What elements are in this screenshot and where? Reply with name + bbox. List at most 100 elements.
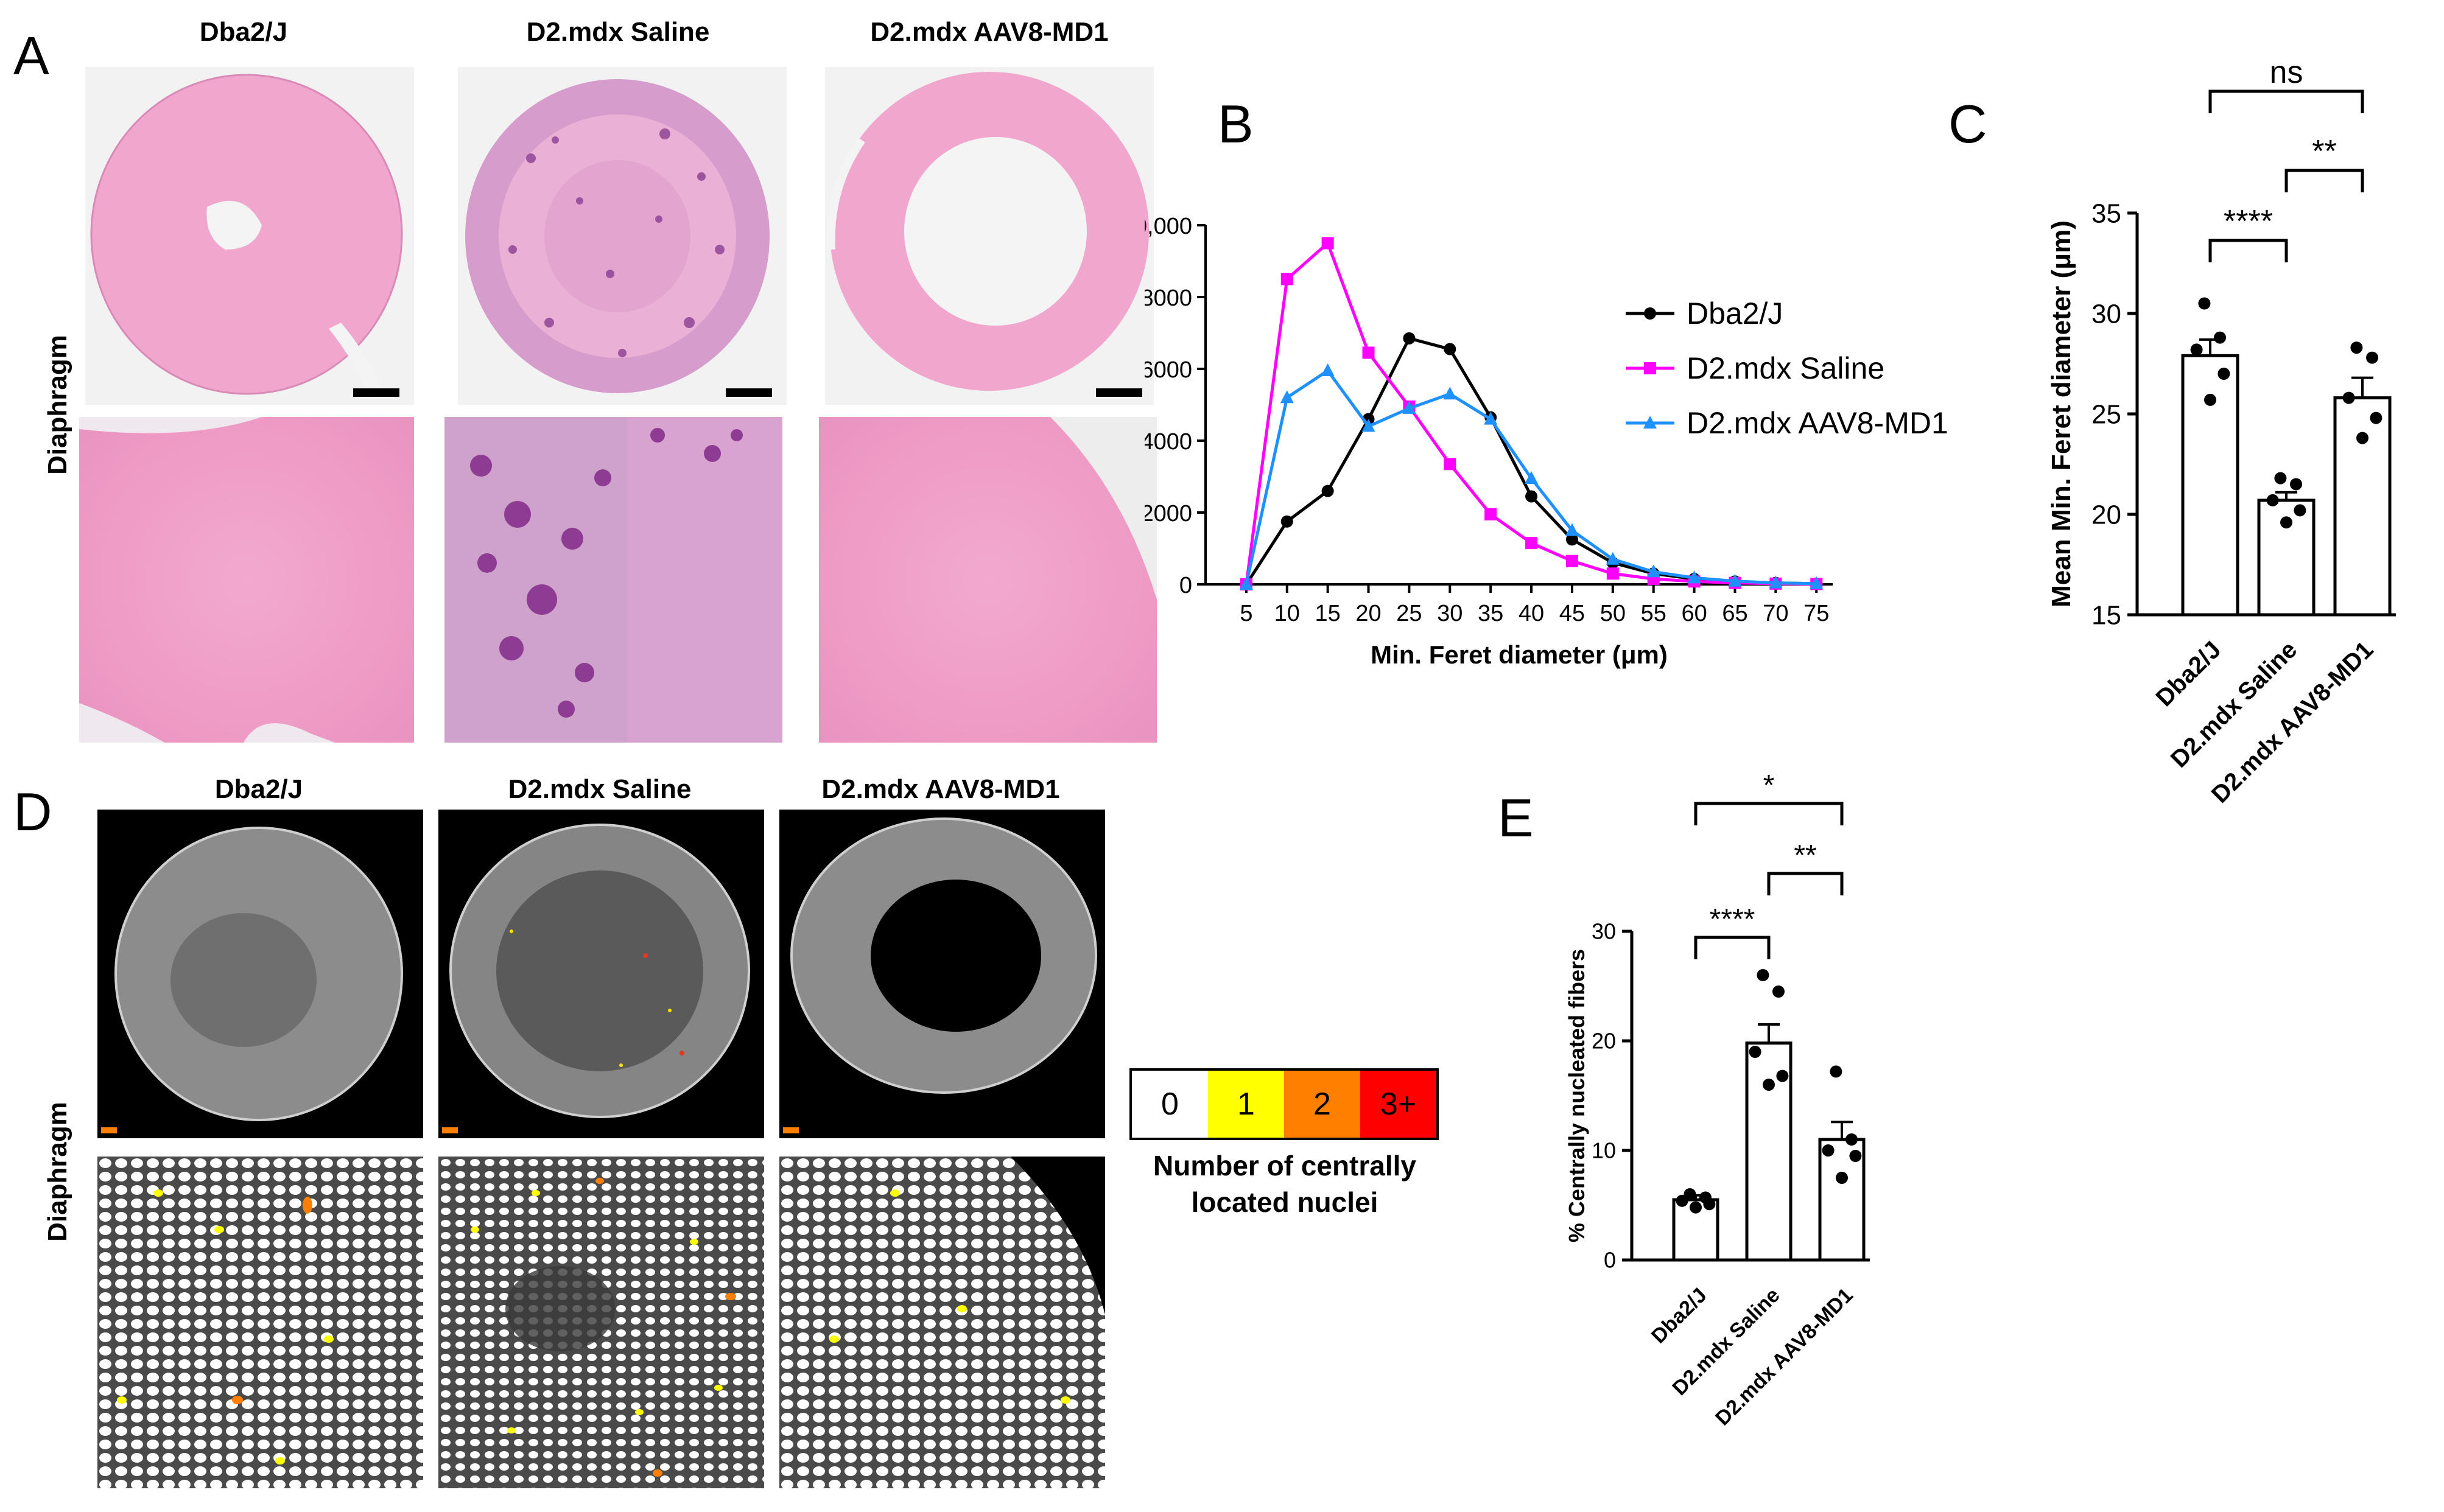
nuclei-count-legend: 0 1 2 3+: [1129, 1068, 1439, 1140]
replicate-point: [1822, 1144, 1835, 1157]
panel-letter-e: E: [1498, 788, 1534, 848]
data-point: [1239, 577, 1253, 590]
fluo-section-aav8-zoom: [779, 1157, 1105, 1488]
y-tick-label: 30: [2091, 299, 2121, 329]
replicate-point: [1849, 1150, 1862, 1162]
data-point: [1525, 471, 1539, 484]
panel-letter-a: A: [13, 26, 49, 86]
data-point: [1321, 485, 1334, 497]
x-tick-label: 20: [1355, 601, 1381, 626]
fluo-section-dba2j-overview: [97, 810, 423, 1138]
data-point: [1565, 523, 1579, 536]
data-point: [1565, 533, 1578, 546]
data-point: [1525, 537, 1538, 550]
fluo-section-dba2j-zoom: [97, 1157, 423, 1488]
panel-a-col-title-saline: D2.mdx Saline: [526, 17, 710, 47]
replicate-point: [2290, 478, 2302, 491]
y-tick-label: 35: [2091, 198, 2121, 228]
panel-a-row-label: Diaphragm: [42, 335, 72, 475]
panel-letter-c: C: [1948, 94, 1987, 154]
replicate-point: [1776, 1069, 1789, 1082]
x-tick-label: 70: [1763, 601, 1788, 626]
replicate-point: [2266, 494, 2279, 506]
he-section-aav8-overview: [825, 67, 1154, 405]
he-section-dba2j-overview: [85, 67, 414, 405]
replicate-point: [1749, 1046, 1761, 1058]
significance-label: ****: [2224, 204, 2273, 239]
legend-cell-3plus: 3+: [1360, 1071, 1436, 1138]
replicate-point: [2356, 432, 2369, 444]
replicate-point: [2342, 391, 2355, 404]
data-point: [1728, 573, 1742, 587]
x-tick-label: 40: [1519, 601, 1544, 626]
replicate-point: [2190, 343, 2203, 356]
data-point: [1687, 570, 1701, 584]
replicate-point: [2370, 411, 2383, 424]
replicate-point: [1772, 985, 1785, 998]
panel-a-col-title-aav8: D2.mdx AAV8-MD1: [870, 17, 1109, 47]
x-tick-label: 75: [1803, 601, 1829, 626]
replicate-point: [2274, 472, 2287, 485]
legend-marker: [1644, 307, 1656, 320]
legend-cell-1: 1: [1208, 1071, 1284, 1138]
y-tick-label: 15: [2091, 600, 2121, 630]
x-category-label: Dba2/J: [2151, 636, 2226, 712]
he-section-aav8-zoom: [819, 417, 1157, 743]
he-section-dba2j-zoom: [79, 417, 414, 743]
fluo-section-saline-zoom: [438, 1157, 764, 1488]
y-tick-label: 0: [1604, 1248, 1616, 1273]
y-tick-label: 10: [1592, 1138, 1616, 1163]
replicate-point: [2366, 351, 2378, 364]
x-tick-label: 50: [1600, 601, 1626, 626]
y-tick-label: 20: [1592, 1029, 1616, 1054]
bar: [2333, 396, 2392, 617]
scale-bar: [726, 388, 772, 397]
y-tick-label: 10,000: [1145, 214, 1192, 239]
data-point: [1362, 346, 1375, 359]
x-tick-label: 35: [1478, 601, 1503, 626]
data-point: [1606, 551, 1620, 565]
panel-a-col-title-dba2j: Dba2/J: [199, 17, 288, 47]
bar-chart-central-nuclei: 0 10 20 30% Centrally nucleated fibers Dba2/…: [1564, 769, 1870, 1430]
data-point: [1402, 401, 1416, 414]
x-tick-label: 60: [1681, 601, 1707, 626]
scale-bar: [353, 388, 399, 397]
x-category-label: D2.mdx AAV8-MD1: [1711, 1284, 1858, 1430]
x-tick-label: 25: [1396, 601, 1422, 626]
significance-label: ns: [2270, 55, 2303, 90]
data-point: [1810, 576, 1824, 589]
he-section-saline-zoom: [444, 417, 782, 743]
replicate-point: [2214, 331, 2226, 344]
legend-caption-line1: Number of centrally: [1153, 1150, 1416, 1181]
data-point: [1280, 515, 1293, 528]
replicate-point: [1676, 1194, 1688, 1207]
x-tick-label: 15: [1315, 601, 1341, 626]
data-point: [1565, 555, 1578, 567]
replicate-point: [1763, 1079, 1775, 1091]
significance-label: ****: [1710, 903, 1755, 936]
x-category-label: Dba2/J: [1647, 1284, 1712, 1348]
x-tick-label: 65: [1722, 601, 1747, 626]
bar: [2181, 354, 2239, 617]
x-tick-label: 5: [1240, 601, 1252, 626]
significance-bracket: [1694, 802, 1844, 825]
x-tick-label: 45: [1559, 601, 1585, 626]
y-tick-label: 0: [1179, 573, 1192, 598]
replicate-point: [1836, 1172, 1848, 1184]
legend-cell-0: 0: [1132, 1071, 1208, 1138]
significance-bracket: [1694, 936, 1771, 959]
significance-label: *: [1763, 769, 1775, 802]
legend-marker: [1644, 362, 1656, 374]
y-tick-label: 30: [1592, 919, 1616, 944]
data-point: [1646, 564, 1660, 578]
significance-label: **: [2312, 134, 2336, 169]
data-point: [1321, 237, 1334, 250]
data-point: [1606, 567, 1619, 580]
replicate-point: [1830, 1065, 1842, 1078]
y-tick-label: 25: [2091, 399, 2121, 429]
legend-label: Dba2/J: [1687, 296, 1783, 331]
data-point: [1444, 343, 1456, 355]
replicate-point: [1690, 1201, 1702, 1214]
panel-d-col-title-saline: D2.mdx Saline: [508, 774, 692, 804]
